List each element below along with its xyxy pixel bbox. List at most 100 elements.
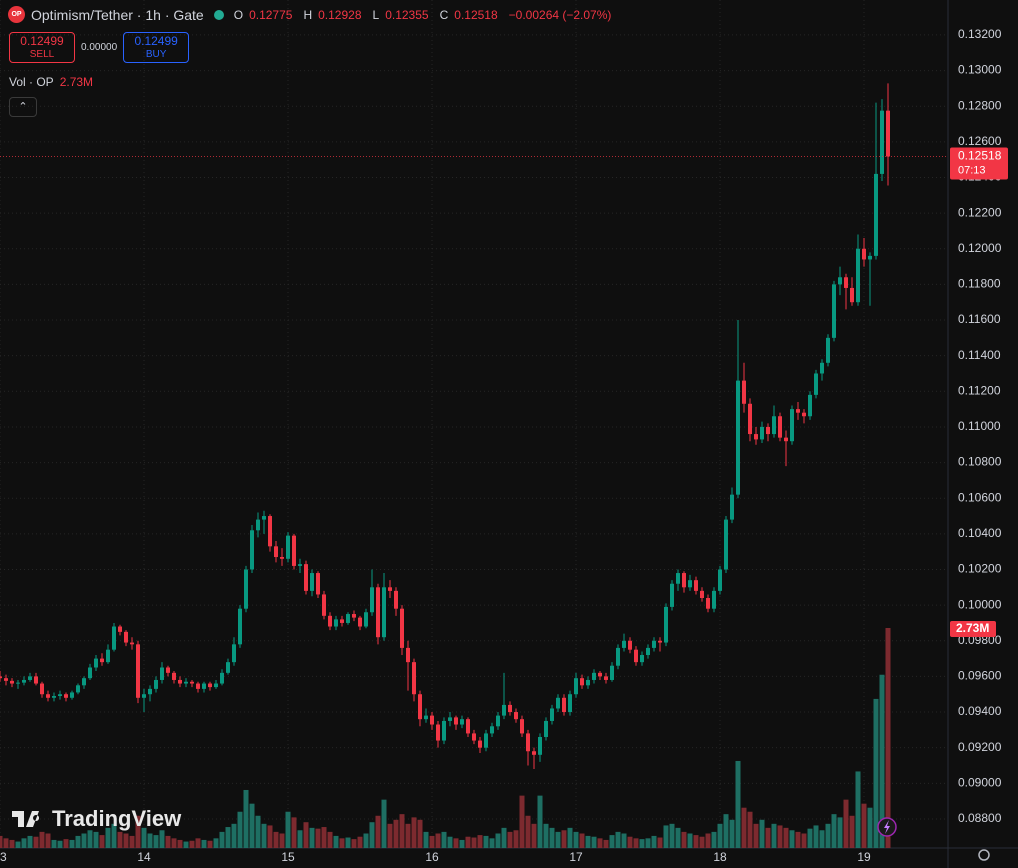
volume-bar — [831, 814, 837, 848]
ohlc-value: 0.12775 — [249, 7, 293, 22]
collapse-button[interactable]: ⌃ — [9, 97, 37, 117]
volume-bar — [693, 835, 699, 848]
volume-bar — [51, 839, 57, 848]
volume-bar — [519, 795, 525, 848]
candle-body — [88, 667, 92, 679]
volume-bar — [333, 835, 339, 848]
candle-body — [460, 719, 464, 725]
volume-bar — [381, 799, 387, 848]
candle-body — [352, 614, 356, 618]
settings-icon[interactable] — [978, 849, 990, 861]
volume-bar — [885, 628, 891, 848]
volume-bar — [93, 831, 99, 848]
volume-bar — [471, 837, 477, 848]
volume-bar — [39, 831, 45, 848]
candle-body — [724, 519, 728, 570]
volume-bar — [675, 827, 681, 848]
x-tick-label: 19 — [857, 850, 871, 864]
ohlc-value: 0.12355 — [385, 7, 429, 22]
candle-body — [118, 626, 122, 632]
candle-body — [430, 715, 434, 725]
volume-bar — [249, 803, 255, 848]
candle-body — [496, 715, 500, 727]
candle-body — [814, 373, 818, 395]
x-tick-label: 18 — [713, 850, 727, 864]
volume-bar — [861, 803, 867, 848]
volume-bar — [387, 823, 393, 848]
candle-body — [28, 676, 32, 680]
volume-bar — [423, 831, 429, 848]
volume-bar — [711, 831, 717, 848]
candle-body — [640, 655, 644, 663]
candle-body — [844, 277, 848, 288]
spread: 0.00000 — [81, 42, 118, 53]
volume-bar — [555, 831, 561, 848]
countdown: 07:13 — [958, 164, 986, 176]
volume-bar — [459, 839, 465, 848]
volume-bar — [765, 827, 771, 848]
volume-bar — [465, 836, 471, 848]
volume-bar — [57, 840, 63, 848]
candle-body — [52, 696, 56, 698]
sell-button[interactable]: 0.12499 SELL — [9, 32, 75, 63]
candle-body — [718, 569, 722, 591]
candle-body — [442, 720, 446, 741]
buy-button[interactable]: 0.12499 BUY — [123, 32, 190, 63]
y-tick-label: 0.09000 — [958, 775, 1002, 789]
volume-bar — [195, 838, 201, 848]
volume-bar — [735, 760, 741, 848]
volume-bar — [213, 838, 219, 848]
candle-body — [742, 380, 746, 404]
volume-bar — [339, 838, 345, 848]
candle-body — [238, 608, 242, 645]
volume-legend-value: 2.73M — [59, 75, 94, 89]
candle-body — [196, 683, 200, 689]
volume-bar — [279, 833, 285, 848]
candle-body — [220, 672, 224, 684]
volume-axis-label: 2.73M — [956, 621, 989, 635]
ohlc-label: C — [439, 7, 449, 22]
volume-bar — [21, 838, 27, 848]
volume-bar — [0, 835, 3, 848]
candle-body — [658, 640, 662, 643]
last-price-box — [950, 147, 1008, 180]
volume-bar — [627, 836, 633, 848]
candle-body — [466, 719, 470, 734]
volume-bar — [585, 835, 591, 848]
volume-bar — [99, 835, 105, 848]
candle-body — [376, 587, 380, 638]
volume-bar — [231, 823, 237, 848]
x-tick-label: 14 — [137, 850, 151, 864]
candle-body — [490, 726, 494, 734]
symbol-title[interactable]: Optimism/Tether · 1h · Gate — [31, 6, 204, 23]
volume-bar — [807, 828, 813, 848]
candle-body — [712, 590, 716, 609]
volume-bar — [825, 823, 831, 848]
candle-body — [736, 380, 740, 495]
candle-body — [454, 717, 458, 725]
candle-body — [730, 494, 734, 520]
candle-body — [766, 426, 770, 435]
candle-body — [280, 557, 284, 559]
volume-bar — [291, 817, 297, 848]
ohlc-value: 0.12928 — [318, 7, 362, 22]
volume-bar — [171, 838, 177, 848]
candle-body — [136, 644, 140, 698]
sell-price: 0.12499 — [20, 34, 64, 48]
volume-bar — [267, 825, 273, 848]
candle-body — [64, 694, 68, 698]
candle-body — [694, 580, 698, 591]
volume-bar — [723, 814, 729, 848]
candle-body — [592, 672, 596, 680]
volume-bar — [663, 825, 669, 848]
candle-body — [532, 751, 536, 755]
x-tick-label: 13 — [0, 850, 7, 864]
volume-bar — [879, 674, 885, 848]
volume-bar — [537, 795, 543, 848]
y-tick-label: 0.11600 — [958, 312, 1001, 326]
candle-body — [544, 720, 548, 737]
volume-bar — [717, 823, 723, 848]
volume-bar — [309, 827, 315, 848]
volume-bar — [321, 827, 327, 848]
candle-body — [826, 337, 830, 363]
